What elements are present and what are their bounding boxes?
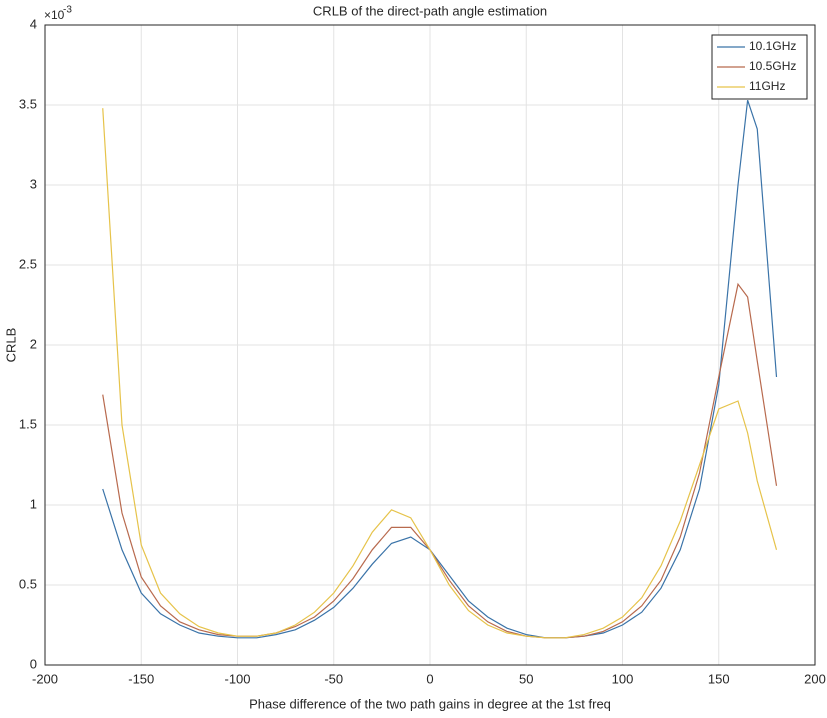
x-axis-label: Phase difference of the two path gains i… (249, 696, 611, 711)
y-tick-label: 2.5 (19, 256, 37, 271)
series-line (102, 108, 778, 639)
x-tick-label: -50 (324, 671, 343, 686)
x-tick-label: 200 (804, 671, 826, 686)
x-tick-label: -150 (128, 671, 154, 686)
y-tick-label: 1.5 (19, 416, 37, 431)
x-tick-label: 50 (519, 671, 533, 686)
x-tick-label: 150 (708, 671, 730, 686)
y-tick-label: 0 (30, 656, 37, 671)
x-tick-label: -100 (224, 671, 250, 686)
y-tick-label: 3 (30, 176, 37, 191)
legend-label: 10.1GHz (749, 39, 796, 53)
series-line (102, 282, 778, 639)
y-exponent: -3 (63, 5, 72, 16)
plot-frame (44, 24, 816, 666)
y-tick-label: 2 (30, 336, 37, 351)
legend-label: 11GHz (749, 79, 785, 93)
y-exponent-base: ×10 (44, 8, 65, 22)
y-tick-label: 1 (30, 496, 37, 511)
y-tick-label: 0.5 (19, 576, 37, 591)
chart-title: CRLB of the direct-path angle estimation (313, 3, 547, 18)
y-tick-label: 3.5 (19, 96, 37, 111)
x-tick-label: -200 (32, 671, 58, 686)
y-axis-label: CRLB (3, 328, 18, 363)
y-tick-label: 4 (30, 16, 37, 31)
legend-label: 10.5GHz (749, 59, 796, 73)
x-tick-label: 100 (612, 671, 634, 686)
series-line (102, 100, 778, 639)
x-tick-label: 0 (426, 671, 433, 686)
